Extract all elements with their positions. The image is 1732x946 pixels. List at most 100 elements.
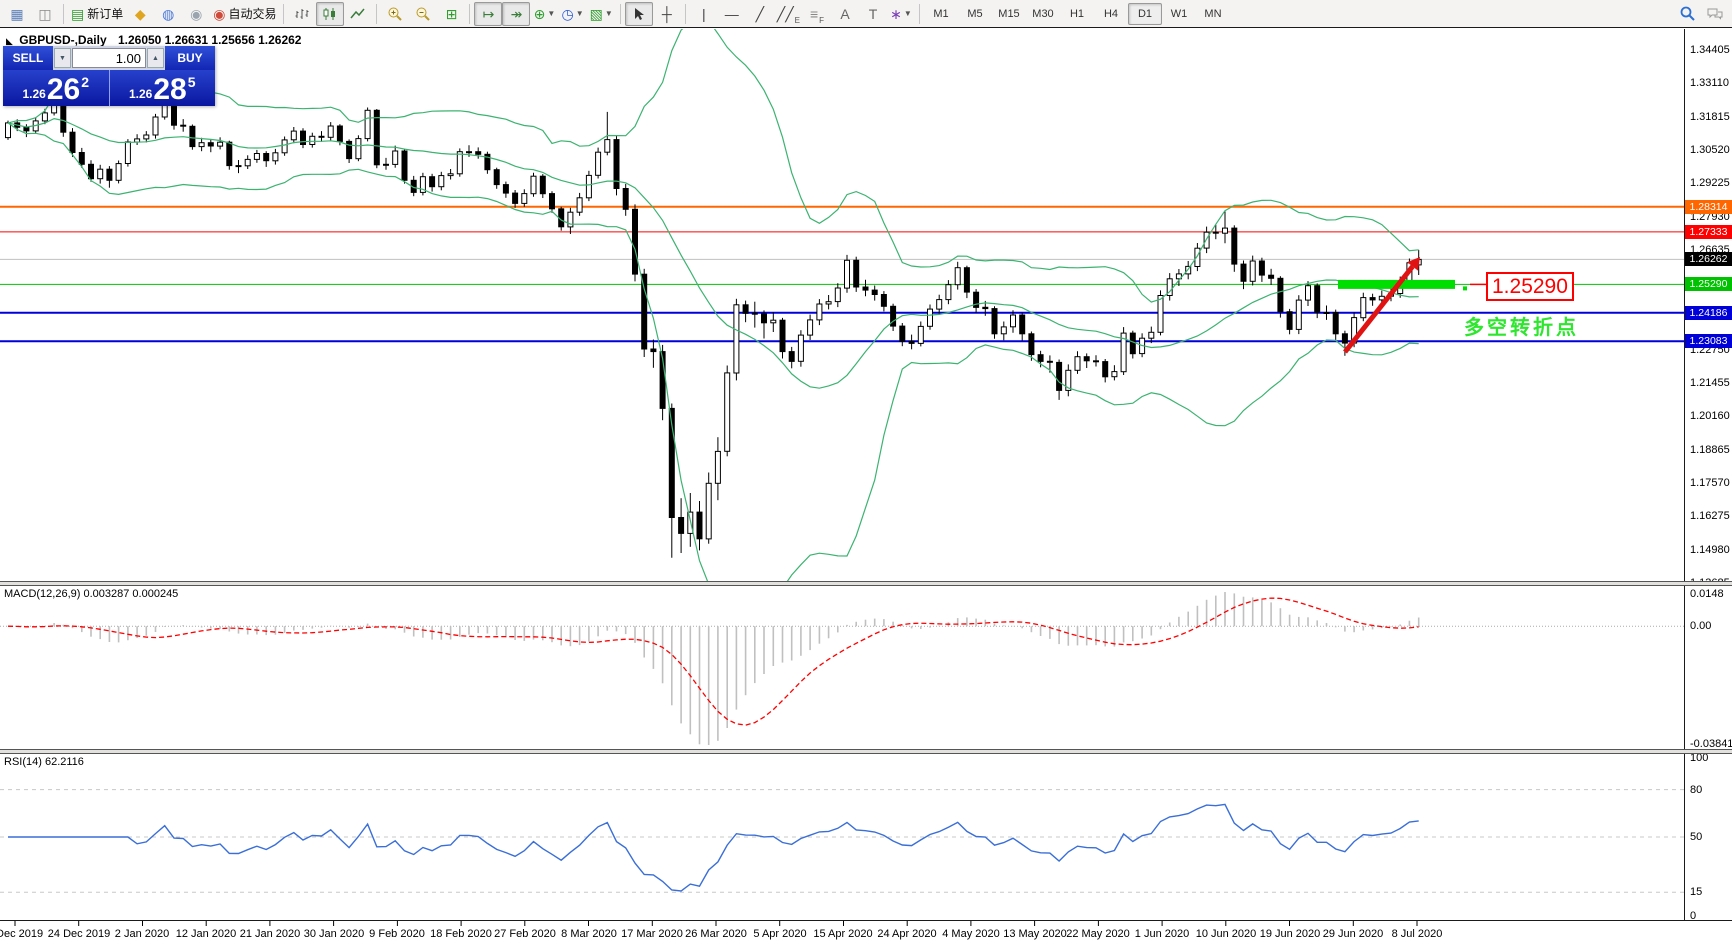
rsi-axis-50: 50: [1690, 831, 1703, 843]
channel-button[interactable]: ╱╱ E: [776, 5, 800, 25]
chart-shift-button[interactable]: ↦: [474, 1, 503, 26]
support-bar-handle[interactable]: [1463, 286, 1467, 291]
search-button[interactable]: [1673, 2, 1701, 26]
date-label: 24 Apr 2020: [877, 928, 937, 940]
chat-button[interactable]: [1701, 2, 1729, 26]
trendline-button-glyph: ╱: [755, 5, 764, 22]
tf-w1[interactable]: W1: [1170, 7, 1188, 20]
volume-decrease-button[interactable]: ▼: [54, 48, 71, 68]
autotrading-button[interactable]: ◉ 自动交易: [213, 5, 277, 22]
sell-price-button[interactable]: 1.26 26 2: [3, 70, 110, 106]
price-tick: 1.17570: [1690, 477, 1730, 489]
tf-m5[interactable]: M5: [967, 7, 983, 20]
price-badge-1.23083: 1.23083: [1685, 334, 1732, 348]
buy-button[interactable]: BUY: [165, 46, 215, 70]
vertical-line-button-glyph: |: [701, 5, 706, 22]
date-label: 24 Dec 2019: [47, 928, 111, 940]
auto-scroll-button[interactable]: ↠: [502, 1, 531, 26]
date-label: 5 Dec 2019: [0, 928, 44, 940]
volume-input[interactable]: [72, 48, 146, 68]
chart-title: ◣ GBPUSD-,Daily 1.26050 1.26631 1.25656 …: [6, 33, 301, 47]
price-axis[interactable]: [1684, 29, 1732, 920]
price-tick: 1.33110: [1690, 77, 1729, 89]
price-tick: 1.27930: [1690, 211, 1730, 223]
periods-button[interactable]: ◷ ▼: [558, 2, 586, 26]
tf-h1[interactable]: H1: [1069, 7, 1085, 20]
date-label: 2 Jan 2020: [114, 928, 170, 940]
bars-chart-button[interactable]: [288, 2, 316, 26]
publisher-icon[interactable]: ◆: [126, 2, 154, 26]
crosshair-button[interactable]: ┼: [653, 2, 681, 26]
chart-shift-button-glyph: ↦: [482, 5, 495, 22]
macd-pane[interactable]: [0, 586, 1684, 749]
indicators-button[interactable]: ⊕ ▼: [530, 2, 558, 26]
date-axis[interactable]: [0, 920, 1732, 946]
price-badge-1.27333: 1.27333: [1685, 225, 1732, 239]
vertical-line-button[interactable]: |: [690, 2, 718, 26]
rsi-value: 62.2116: [44, 756, 84, 768]
trendline-button[interactable]: ╱: [746, 2, 774, 26]
publisher-icon-glyph: ◆: [134, 5, 146, 22]
date-label: 9 Feb 2020: [369, 928, 425, 940]
upload-icon-glyph: ◍: [162, 5, 175, 22]
fibonacci-button[interactable]: ≡ F: [809, 5, 825, 25]
label-button-glyph: T: [868, 5, 878, 22]
toolbar-separator: [63, 3, 64, 24]
dropdown-arrow-icon: ▼: [604, 9, 613, 18]
date-label: 4 May 2020: [942, 928, 1000, 940]
zoom-out-button[interactable]: [409, 2, 437, 26]
tf-m1[interactable]: M1: [933, 7, 949, 20]
toolbar-separator: [684, 3, 686, 24]
dropdown-arrow-icon: ▼: [903, 9, 912, 18]
line-chart-button[interactable]: [344, 2, 372, 26]
price-chart-pane[interactable]: [0, 29, 1684, 581]
profile-icon[interactable]: ◫: [31, 2, 59, 26]
annotation-note-text[interactable]: 多空转折点: [1464, 317, 1579, 339]
buy-price-pips: 28: [153, 73, 187, 106]
charts-window-icon[interactable]: ▦: [3, 2, 31, 26]
tile-windows-button[interactable]: ⊞: [437, 2, 465, 26]
templates-button[interactable]: ▧ ▼: [587, 2, 616, 26]
macd-group: [0, 592, 1684, 745]
price-callout-label[interactable]: 1.25290: [1486, 272, 1574, 301]
price-tick: 1.21455: [1690, 377, 1730, 389]
rsi-group: [0, 789, 1684, 893]
price-tick: 1.14980: [1690, 544, 1730, 556]
arrows-button[interactable]: ∗ ▼: [887, 2, 915, 26]
pane-splitter[interactable]: [0, 581, 1732, 586]
collapse-triangle-icon[interactable]: ◣: [6, 36, 13, 46]
price-badge-1.25290: 1.25290: [1685, 277, 1732, 291]
signals-icon[interactable]: ◉: [182, 2, 210, 26]
tile-windows-button-glyph: ⊞: [445, 5, 458, 22]
profile-icon-glyph: ◫: [38, 5, 52, 22]
autotrading-button-glyph: ◉: [213, 5, 226, 22]
new-order-button[interactable]: ▤ 新订单: [71, 5, 124, 22]
tf-mn[interactable]: MN: [1204, 7, 1222, 20]
zoom-in-button[interactable]: [381, 2, 409, 26]
candles-chart-button[interactable]: [316, 1, 345, 26]
trend-arrow[interactable]: [1343, 264, 1415, 354]
sell-button[interactable]: SELL: [3, 46, 53, 70]
tf-d1[interactable]: D1: [1127, 2, 1162, 25]
price-tick: 1.18865: [1690, 444, 1730, 456]
date-label: 13 May 2020: [1003, 928, 1067, 940]
macd-signal-line: [7, 597, 1419, 726]
rsi-axis-15: 15: [1690, 886, 1703, 898]
horizontal-line-button[interactable]: —: [718, 2, 746, 26]
text-button[interactable]: A: [831, 2, 859, 26]
buy-price-button[interactable]: 1.26 28 5: [109, 70, 215, 106]
tf-m15[interactable]: M15: [998, 7, 1020, 20]
tf-m30[interactable]: M30: [1032, 7, 1054, 20]
templates-button-glyph: ▧: [589, 5, 603, 22]
pane-splitter[interactable]: [0, 749, 1732, 754]
volume-increase-button[interactable]: ▲: [147, 48, 164, 68]
channel-button-glyph: ╱╱: [776, 5, 794, 22]
price-tick: 1.31815: [1690, 111, 1730, 123]
label-button[interactable]: T: [859, 2, 887, 26]
tf-h4[interactable]: H4: [1103, 7, 1119, 20]
upload-icon[interactable]: ◍: [154, 2, 182, 26]
price-tick: 1.29225: [1690, 177, 1730, 189]
cursor-button[interactable]: [624, 1, 653, 26]
volume-control: ▼ ▲: [53, 46, 165, 70]
